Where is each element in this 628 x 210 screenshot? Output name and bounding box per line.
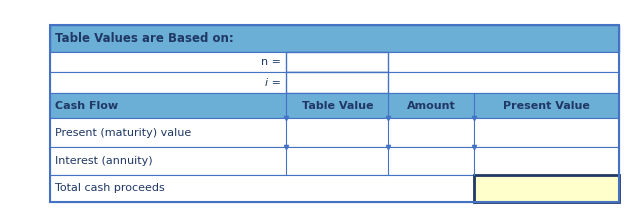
- Bar: [286, 72, 388, 93]
- Bar: [50, 93, 619, 118]
- Text: Table Value: Table Value: [301, 101, 373, 110]
- Bar: [50, 52, 619, 72]
- Text: Total cash proceeds: Total cash proceeds: [55, 183, 165, 193]
- Text: Present (maturity) value: Present (maturity) value: [55, 127, 192, 138]
- Text: Present Value: Present Value: [502, 101, 590, 110]
- Text: Interest (annuity): Interest (annuity): [55, 156, 153, 166]
- Bar: [50, 118, 619, 147]
- Text: n =: n =: [261, 57, 281, 67]
- Bar: [50, 25, 619, 202]
- Text: Cash Flow: Cash Flow: [55, 101, 119, 110]
- Bar: [50, 72, 619, 93]
- Text: i =: i =: [265, 77, 281, 88]
- Bar: [50, 147, 619, 175]
- Bar: [50, 175, 474, 202]
- Text: Amount: Amount: [407, 101, 455, 110]
- Bar: [50, 25, 619, 52]
- Bar: [474, 175, 619, 202]
- Text: Table Values are Based on:: Table Values are Based on:: [55, 32, 234, 45]
- Bar: [286, 52, 388, 72]
